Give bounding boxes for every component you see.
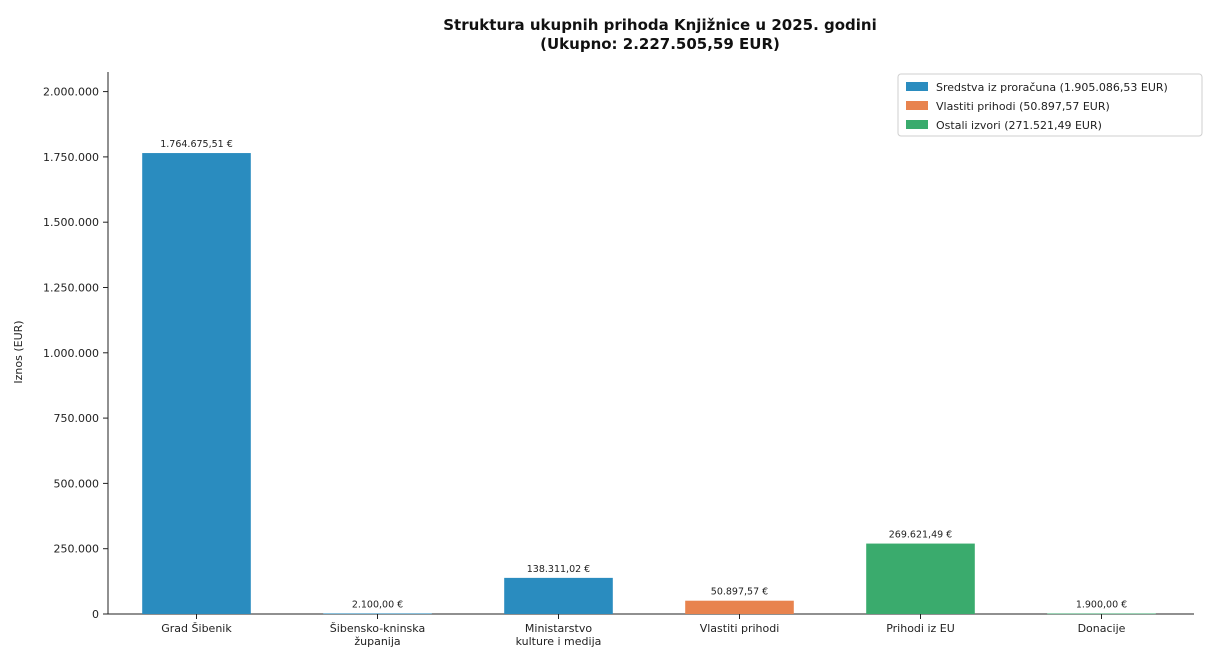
bars: 1.764.675,51 € 2.100,00 € 138.311,02 € 50.8… [142, 139, 1156, 615]
legend-label: Ostali izvori (271.521,49 EUR) [936, 119, 1102, 132]
legend: Sredstva iz proračuna (1.905.086,53 EUR)… [897, 73, 1203, 137]
y-axis-label: Iznos (EUR) [12, 320, 25, 383]
y-tick-label: 250.000 [54, 543, 100, 556]
legend-swatch [906, 101, 928, 110]
bar-value-label: 269.621,49 € [889, 530, 952, 541]
bar [866, 543, 975, 614]
bar-value-label: 50.897,57 € [711, 587, 768, 598]
y-tick-label: 750.000 [54, 412, 100, 425]
y-tick-label: 1.000.000 [43, 347, 99, 360]
chart-title: Struktura ukupnih prihoda Knjižnice u 20… [443, 16, 876, 34]
bar [1047, 613, 1156, 615]
axes: 0 250.000 500.000 750.000 1.000.000 1.250.000… [43, 72, 1194, 648]
bar [323, 613, 432, 615]
x-tick-label: Šibensko-kninska [330, 622, 425, 635]
y-tick-label: 500.000 [54, 477, 100, 490]
legend-label: Vlastiti prihodi (50.897,57 EUR) [936, 100, 1110, 113]
legend-box [897, 73, 1203, 137]
x-tick-label: Grad Šibenik [161, 622, 232, 635]
x-tick-label: Donacije [1078, 622, 1126, 635]
x-tick-label: županija [354, 635, 400, 648]
bar [685, 600, 794, 614]
legend-swatch [906, 82, 928, 91]
legend-swatch [906, 120, 928, 129]
y-tick-label: 2.000.000 [43, 86, 99, 99]
x-tick-label: Prihodi iz EU [886, 622, 955, 635]
legend-label: Sredstva iz proračuna (1.905.086,53 EUR) [936, 81, 1168, 94]
y-tick-label: 1.500.000 [43, 216, 99, 229]
bar-value-label: 1.900,00 € [1076, 600, 1127, 611]
bar-value-label: 1.764.675,51 € [160, 139, 233, 150]
y-tick-label: 0 [92, 608, 99, 621]
x-tick-label: Vlastiti prihodi [700, 622, 780, 635]
bar [142, 153, 251, 614]
bar-value-label: 138.311,02 € [527, 564, 590, 575]
bar [504, 577, 613, 614]
y-tick-label: 1.250.000 [43, 281, 99, 294]
x-tick-label: Ministarstvo [525, 622, 592, 635]
bar-value-label: 2.100,00 € [352, 599, 403, 610]
x-tick-label: kulture i medija [516, 635, 602, 648]
chart-subtitle: (Ukupno: 2.227.505,59 EUR) [540, 35, 780, 53]
y-tick-label: 1.750.000 [43, 151, 99, 164]
